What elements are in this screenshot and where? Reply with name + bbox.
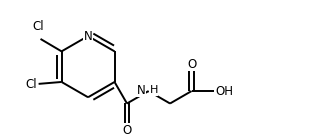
Text: Cl: Cl	[33, 20, 44, 33]
Text: N: N	[137, 84, 146, 97]
Text: H: H	[150, 85, 158, 95]
Text: O: O	[122, 124, 132, 137]
Text: N: N	[84, 30, 92, 43]
Text: O: O	[187, 58, 196, 71]
Text: OH: OH	[216, 85, 234, 98]
Text: Cl: Cl	[25, 78, 37, 91]
